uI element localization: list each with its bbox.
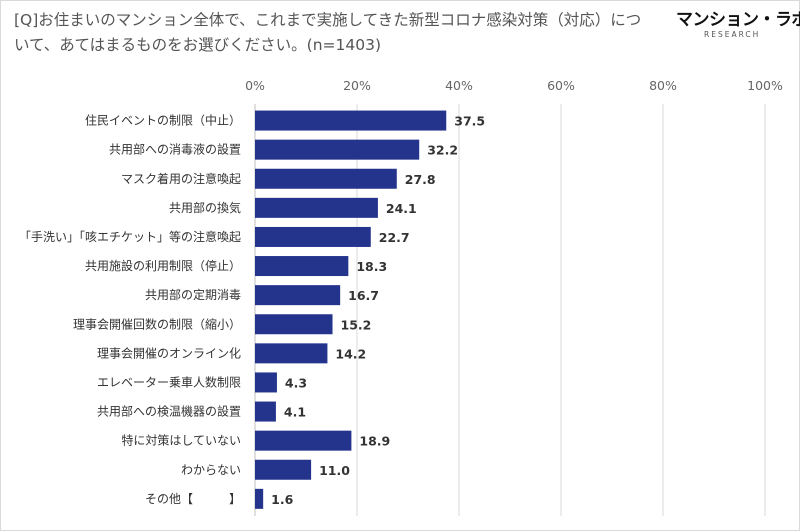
category-label: 「手洗い」「咳エチケット」等の注意喚起 (19, 229, 241, 244)
bar (255, 314, 333, 335)
data-label: 4.3 (285, 375, 307, 390)
category-label: 特に対策はしていない (121, 433, 241, 448)
data-label: 4.1 (284, 405, 306, 420)
category-label: 共用部の定期消毒 (145, 287, 241, 302)
bar (255, 488, 264, 509)
bar (255, 430, 352, 451)
data-label: 18.9 (359, 434, 390, 449)
data-label: 24.1 (386, 201, 417, 216)
x-tick-label: 40% (445, 78, 473, 93)
x-tick-label: 20% (343, 78, 371, 93)
category-label: 理事会開催のオンライン化 (97, 346, 241, 360)
category-label: 理事会開催回数の制限（縮小） (73, 316, 241, 331)
bar (255, 401, 276, 422)
brand-logo: マンション・ラボ RESEARCH (676, 10, 800, 46)
bar (255, 372, 277, 393)
bar (255, 459, 312, 480)
bar (255, 343, 328, 364)
x-tick-label: 0% (245, 78, 265, 93)
bar (255, 197, 378, 218)
data-label: 16.7 (348, 288, 379, 303)
category-label: 共用部の換気 (169, 200, 241, 215)
bar (255, 285, 341, 306)
category-label: 住民イベントの制限（中止） (85, 113, 241, 128)
data-label: 22.7 (379, 230, 410, 245)
data-label: 18.3 (356, 259, 387, 274)
brand-logo-name: マンション・ラボ (676, 10, 800, 30)
chart-title: [Q]お住まいのマンション全体で、これまで実施してきた新型コロナ感染対策（対応）… (14, 11, 642, 54)
category-label: マスク着用の注意喚起 (121, 171, 241, 186)
data-label: 14.2 (335, 346, 366, 361)
category-label: わからない (181, 463, 241, 477)
category-label: その他【 】 (145, 492, 241, 506)
data-label: 37.5 (454, 114, 485, 129)
bar (255, 139, 420, 160)
x-tick-label: 100% (747, 78, 783, 93)
data-label: 1.6 (271, 492, 293, 507)
data-label: 15.2 (341, 317, 372, 332)
bar (255, 110, 447, 131)
bar (255, 256, 349, 277)
data-label: 32.2 (427, 143, 458, 158)
bar (255, 226, 371, 247)
category-label: 共用部への検温機器の設置 (97, 404, 241, 419)
category-label: エレベーター乗車人数制限 (97, 374, 241, 389)
bar (255, 168, 397, 189)
brand-logo-subtitle: RESEARCH (704, 30, 761, 39)
category-label: 共用施設の利用制限（停止） (85, 258, 241, 273)
x-tick-label: 80% (649, 78, 677, 93)
data-label: 11.0 (319, 463, 350, 478)
x-tick-label: 60% (547, 78, 575, 93)
data-label: 27.8 (405, 172, 436, 187)
category-label: 共用部への消毒液の設置 (109, 142, 241, 157)
